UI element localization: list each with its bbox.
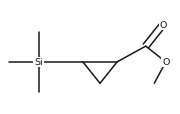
Text: O: O xyxy=(162,58,169,67)
Text: Si: Si xyxy=(34,58,43,67)
Text: O: O xyxy=(159,21,166,30)
